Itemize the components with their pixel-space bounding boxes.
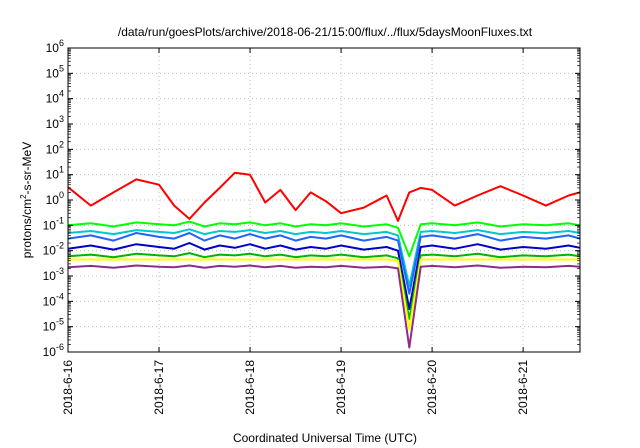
y-tick-label: 105 [46,63,64,80]
x-axis-label: Coordinated Universal Time (UTC) [233,431,417,445]
series-line-3 [67,228,581,288]
y-tick-label: 104 [46,89,64,106]
y-axis-label-pre: protons/cm [20,199,34,258]
y-tick-label: 10-5 [43,317,64,334]
x-tick-label: 2018-6-19 [334,360,348,415]
x-tick-label: 2018-6-18 [243,360,257,415]
y-axis-label-post: -s-sr-MeV [20,142,34,195]
series-line-2 [67,220,581,258]
y-tick-label: 10-3 [43,266,64,283]
series-line-1 [67,171,581,222]
y-tick-label: 102 [46,139,64,156]
y-tick-label: 103 [46,114,64,131]
y-tick-labels: 106 105 104 103 102 101 100 10-1 10-2 10-3 10-4 10-… [43,38,580,359]
x-tick-label: 2018-6-16 [61,360,75,415]
series-line-4 [67,232,581,295]
chart-title: /data/run/goesPlots/archive/2018-06-21/1… [118,25,533,39]
series-line-5 [67,242,581,310]
series-group [67,171,581,349]
x-tick-label: 2018-6-20 [425,360,439,415]
y-tick-label: 10-1 [43,215,64,232]
y-tick-label: 10-2 [43,241,64,258]
x-tick-label: 2018-6-17 [152,360,166,415]
x-tick-labels: 2018-6-16 2018-6-17 2018-6-18 2018-6-19 2018… [61,48,530,415]
series-line-7 [68,258,580,331]
y-tick-label: 10-4 [43,291,64,308]
y-axis-label: protons/cm2-s-sr-MeV [19,142,34,258]
y-tick-label: 101 [46,165,64,182]
y-tick-label: 100 [46,190,64,207]
series-line-6 [67,252,581,320]
y-tick-label: 10-6 [43,342,64,359]
series-line-8 [67,264,581,349]
y-axis-label-sup: 2 [19,194,28,199]
x-tick-label: 2018-6-21 [516,360,530,415]
y-tick-label: 106 [46,38,64,55]
